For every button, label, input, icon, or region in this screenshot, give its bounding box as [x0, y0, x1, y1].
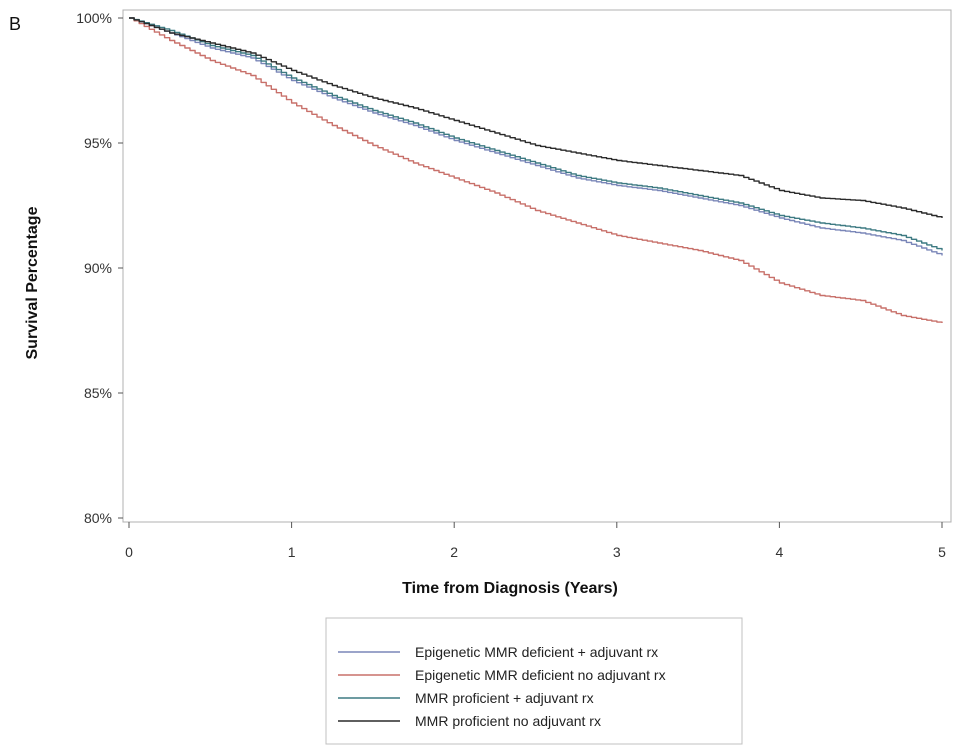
- panel-label: B: [9, 14, 21, 34]
- x-tick-label: 5: [938, 544, 946, 560]
- y-tick-label: 80%: [84, 510, 112, 526]
- x-tick-label: 1: [288, 544, 296, 560]
- x-axis-title: Time from Diagnosis (Years): [402, 580, 618, 597]
- legend-label: MMR proficient + adjuvant rx: [415, 690, 594, 706]
- legend-label: Epigenetic MMR deficient no adjuvant rx: [415, 667, 666, 683]
- legend-label: Epigenetic MMR deficient + adjuvant rx: [415, 644, 658, 660]
- y-tick-label: 95%: [84, 135, 112, 151]
- x-axis: 0 1 2 3 4 5: [125, 522, 946, 560]
- series-line-2: [129, 17, 943, 323]
- x-tick-label: 2: [450, 544, 458, 560]
- x-tick-label: 3: [613, 544, 621, 560]
- x-tick-label: 0: [125, 544, 133, 560]
- legend-label: MMR proficient no adjuvant rx: [415, 713, 601, 729]
- series-line-3: [129, 17, 943, 251]
- x-tick-label: 4: [776, 544, 784, 560]
- y-axis: 80% 85% 90% 95% 100%: [76, 10, 123, 526]
- y-tick-label: 90%: [84, 260, 112, 276]
- series-lines: [129, 17, 943, 323]
- plot-frame: [122, 9, 952, 523]
- legend: Epigenetic MMR deficient + adjuvant rx Ep…: [325, 617, 743, 745]
- y-tick-label: 85%: [84, 385, 112, 401]
- series-line-4: [129, 17, 943, 218]
- legend-box: [325, 617, 743, 745]
- y-axis-title: Survival Percentage: [24, 206, 41, 359]
- y-tick-label: 100%: [76, 10, 112, 26]
